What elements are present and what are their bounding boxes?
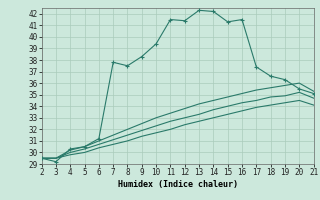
X-axis label: Humidex (Indice chaleur): Humidex (Indice chaleur): [118, 180, 237, 189]
